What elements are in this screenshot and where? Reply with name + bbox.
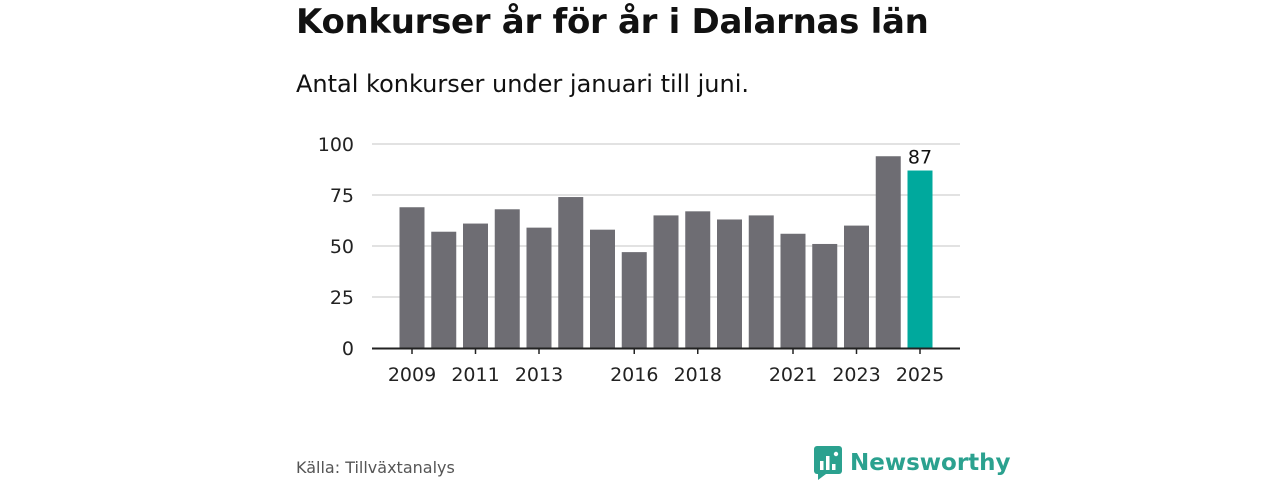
newsworthy-logo-icon <box>814 446 842 480</box>
y-tick-label: 50 <box>330 236 354 258</box>
bar-2019 <box>717 219 742 348</box>
x-tick-label: 2025 <box>896 364 944 386</box>
newsworthy-logo-text: Newsworthy <box>850 450 1011 476</box>
bar-2013 <box>526 227 552 348</box>
bar-2012 <box>494 209 520 348</box>
newsworthy-logo: Newsworthy <box>814 446 1011 480</box>
x-tick-label: 2023 <box>832 364 880 386</box>
y-tick-label: 0 <box>342 338 354 360</box>
x-tick-label: 2016 <box>610 364 658 386</box>
y-tick-label: 100 <box>318 134 354 156</box>
bar-2020 <box>748 215 774 348</box>
bar-2018 <box>685 211 711 348</box>
chart-title: Konkurser år för år i Dalarnas län <box>296 2 929 42</box>
x-tick-label: 2013 <box>515 364 563 386</box>
data-label: 87 <box>908 147 932 169</box>
bar-2025 <box>907 170 933 348</box>
chart-subtitle: Antal konkurser under januari till juni. <box>296 70 749 98</box>
y-tick-label: 75 <box>330 185 354 207</box>
bar-2016 <box>621 252 647 348</box>
x-axis-ticks: 2009 2011 2013 2016 2018 2021 2023 2025 <box>388 348 944 386</box>
bar-2022 <box>812 243 838 348</box>
y-axis-ticks: 0 25 50 75 100 <box>318 134 354 360</box>
bars <box>399 156 933 348</box>
x-tick-label: 2021 <box>769 364 817 386</box>
data-labels: 87 <box>908 147 932 169</box>
bar-2015 <box>590 229 615 348</box>
x-tick-label: 2011 <box>451 364 499 386</box>
bar-2009 <box>399 207 425 348</box>
bar-2021 <box>780 233 806 348</box>
bar-2017 <box>653 215 679 348</box>
y-tick-label: 25 <box>330 287 354 309</box>
bar-2011 <box>463 223 488 348</box>
x-tick-label: 2009 <box>388 364 436 386</box>
bar-2010 <box>431 231 457 348</box>
bar-2014 <box>558 197 584 348</box>
x-tick-label: 2018 <box>674 364 722 386</box>
bar-2023 <box>844 225 869 348</box>
source-note: Källa: Tillväxtanalys <box>296 458 455 477</box>
bar-2024 <box>875 156 901 348</box>
